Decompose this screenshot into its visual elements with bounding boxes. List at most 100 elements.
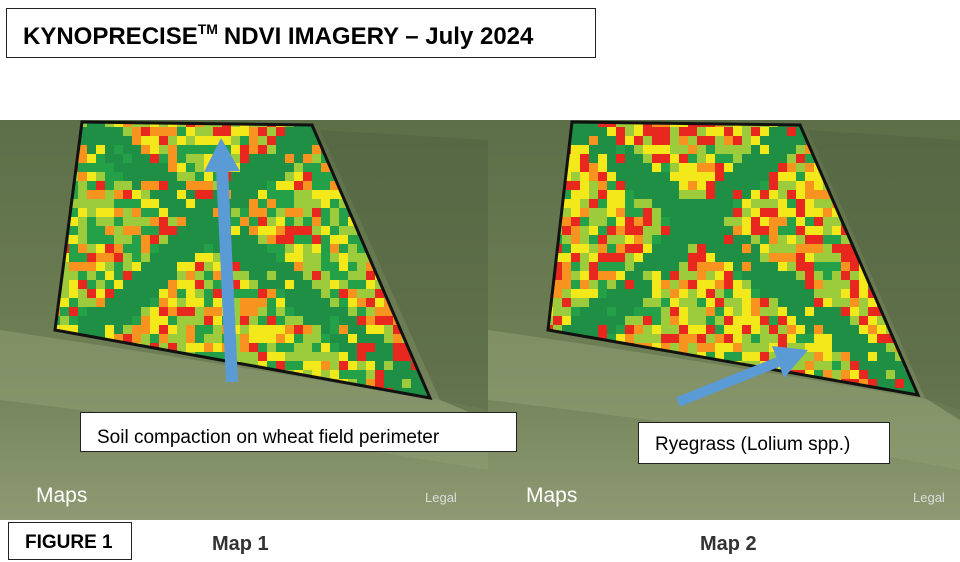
ndvi-cell: [375, 289, 384, 298]
ndvi-cell: [114, 298, 123, 307]
ndvi-cell: [589, 244, 598, 253]
ndvi-cell: [267, 199, 276, 208]
ndvi-cell: [706, 325, 715, 334]
ndvi-cell: [294, 136, 303, 145]
ndvi-cell: [778, 334, 787, 343]
ndvi-cell: [571, 226, 580, 235]
ndvi-cell: [778, 172, 787, 181]
ndvi-cell: [832, 316, 841, 325]
ndvi-cell: [321, 244, 330, 253]
ndvi-cell: [159, 316, 168, 325]
ndvi-cell: [832, 289, 841, 298]
ndvi-cell: [688, 253, 697, 262]
ndvi-cell: [742, 325, 751, 334]
ndvi-cell: [285, 289, 294, 298]
ndvi-cell: [312, 244, 321, 253]
ndvi-cell: [742, 181, 751, 190]
ndvi-cell: [787, 190, 796, 199]
ndvi-cell: [132, 262, 141, 271]
ndvi-cell: [303, 271, 312, 280]
ndvi-cell: [841, 280, 850, 289]
ndvi-cell: [787, 271, 796, 280]
ndvi-cell: [132, 127, 141, 136]
ndvi-cell: [123, 122, 132, 127]
ndvi-cell: [652, 289, 661, 298]
ndvi-cell: [796, 181, 805, 190]
ndvi-cell: [321, 208, 330, 217]
ndvi-cell: [267, 280, 276, 289]
ndvi-cell: [78, 226, 87, 235]
ndvi-cell: [769, 217, 778, 226]
ndvi-cell: [186, 325, 195, 334]
ndvi-cell: [330, 280, 339, 289]
ndvi-cell: [357, 379, 366, 388]
ndvi-cell: [769, 253, 778, 262]
ndvi-cell: [330, 343, 339, 352]
ndvi-cell: [634, 316, 643, 325]
ndvi-cell: [159, 334, 168, 343]
ndvi-cell: [652, 199, 661, 208]
ndvi-cell: [598, 154, 607, 163]
ndvi-cell: [670, 343, 679, 352]
ndvi-cell: [760, 334, 769, 343]
ndvi-cell: [715, 343, 724, 352]
ndvi-cell: [571, 298, 580, 307]
ndvi-cell: [787, 262, 796, 271]
ndvi-cell: [177, 289, 186, 298]
ndvi-cell: [652, 280, 661, 289]
ndvi-cell: [258, 271, 267, 280]
ndvi-cell: [339, 370, 348, 379]
ndvi-cell: [285, 154, 294, 163]
ndvi-cell: [796, 136, 805, 145]
ndvi-cell: [240, 136, 249, 145]
ndvi-cell: [697, 163, 706, 172]
ndvi-cell: [348, 262, 357, 271]
ndvi-cell: [868, 307, 877, 316]
ndvi-cell: [177, 190, 186, 199]
ndvi-cell: [312, 262, 321, 271]
ndvi-cell: [832, 244, 841, 253]
ndvi-cell: [751, 253, 760, 262]
ndvi-cell: [661, 127, 670, 136]
ndvi-cell: [859, 307, 868, 316]
ndvi-cell: [661, 145, 670, 154]
ndvi-cell: [69, 244, 78, 253]
ndvi-cell: [114, 271, 123, 280]
ndvi-cell: [751, 307, 760, 316]
ndvi-cell: [769, 172, 778, 181]
ndvi-cell: [123, 235, 132, 244]
ndvi-cell: [814, 361, 823, 370]
ndvi-cell: [670, 163, 679, 172]
ndvi-cell: [778, 127, 787, 136]
ndvi-cell: [805, 199, 814, 208]
ndvi-cell: [562, 190, 571, 199]
ndvi-cell: [733, 307, 742, 316]
ndvi-cell: [661, 163, 670, 172]
ndvi-cell: [159, 235, 168, 244]
ndvi-cell: [87, 262, 96, 271]
ndvi-cell: [823, 316, 832, 325]
ndvi-cell: [688, 334, 697, 343]
ndvi-cell: [141, 298, 150, 307]
ndvi-cell: [123, 136, 132, 145]
ndvi-cell: [168, 325, 177, 334]
ndvi-cell: [733, 145, 742, 154]
ndvi-cell: [330, 370, 339, 379]
ndvi-cell: [258, 244, 267, 253]
ndvi-cell: [553, 280, 562, 289]
ndvi-cell: [742, 235, 751, 244]
ndvi-cell: [375, 379, 384, 388]
ndvi-cell: [643, 127, 652, 136]
ndvi-cell: [276, 271, 285, 280]
ndvi-cell: [285, 307, 294, 316]
ndvi-cell: [625, 163, 634, 172]
ndvi-cell: [733, 289, 742, 298]
ndvi-cell: [796, 343, 805, 352]
ndvi-cell: [231, 199, 240, 208]
ndvi-cell: [724, 226, 733, 235]
ndvi-cell: [402, 370, 411, 379]
ndvi-cell: [778, 181, 787, 190]
ndvi-cell: [195, 199, 204, 208]
ndvi-cell: [240, 298, 249, 307]
